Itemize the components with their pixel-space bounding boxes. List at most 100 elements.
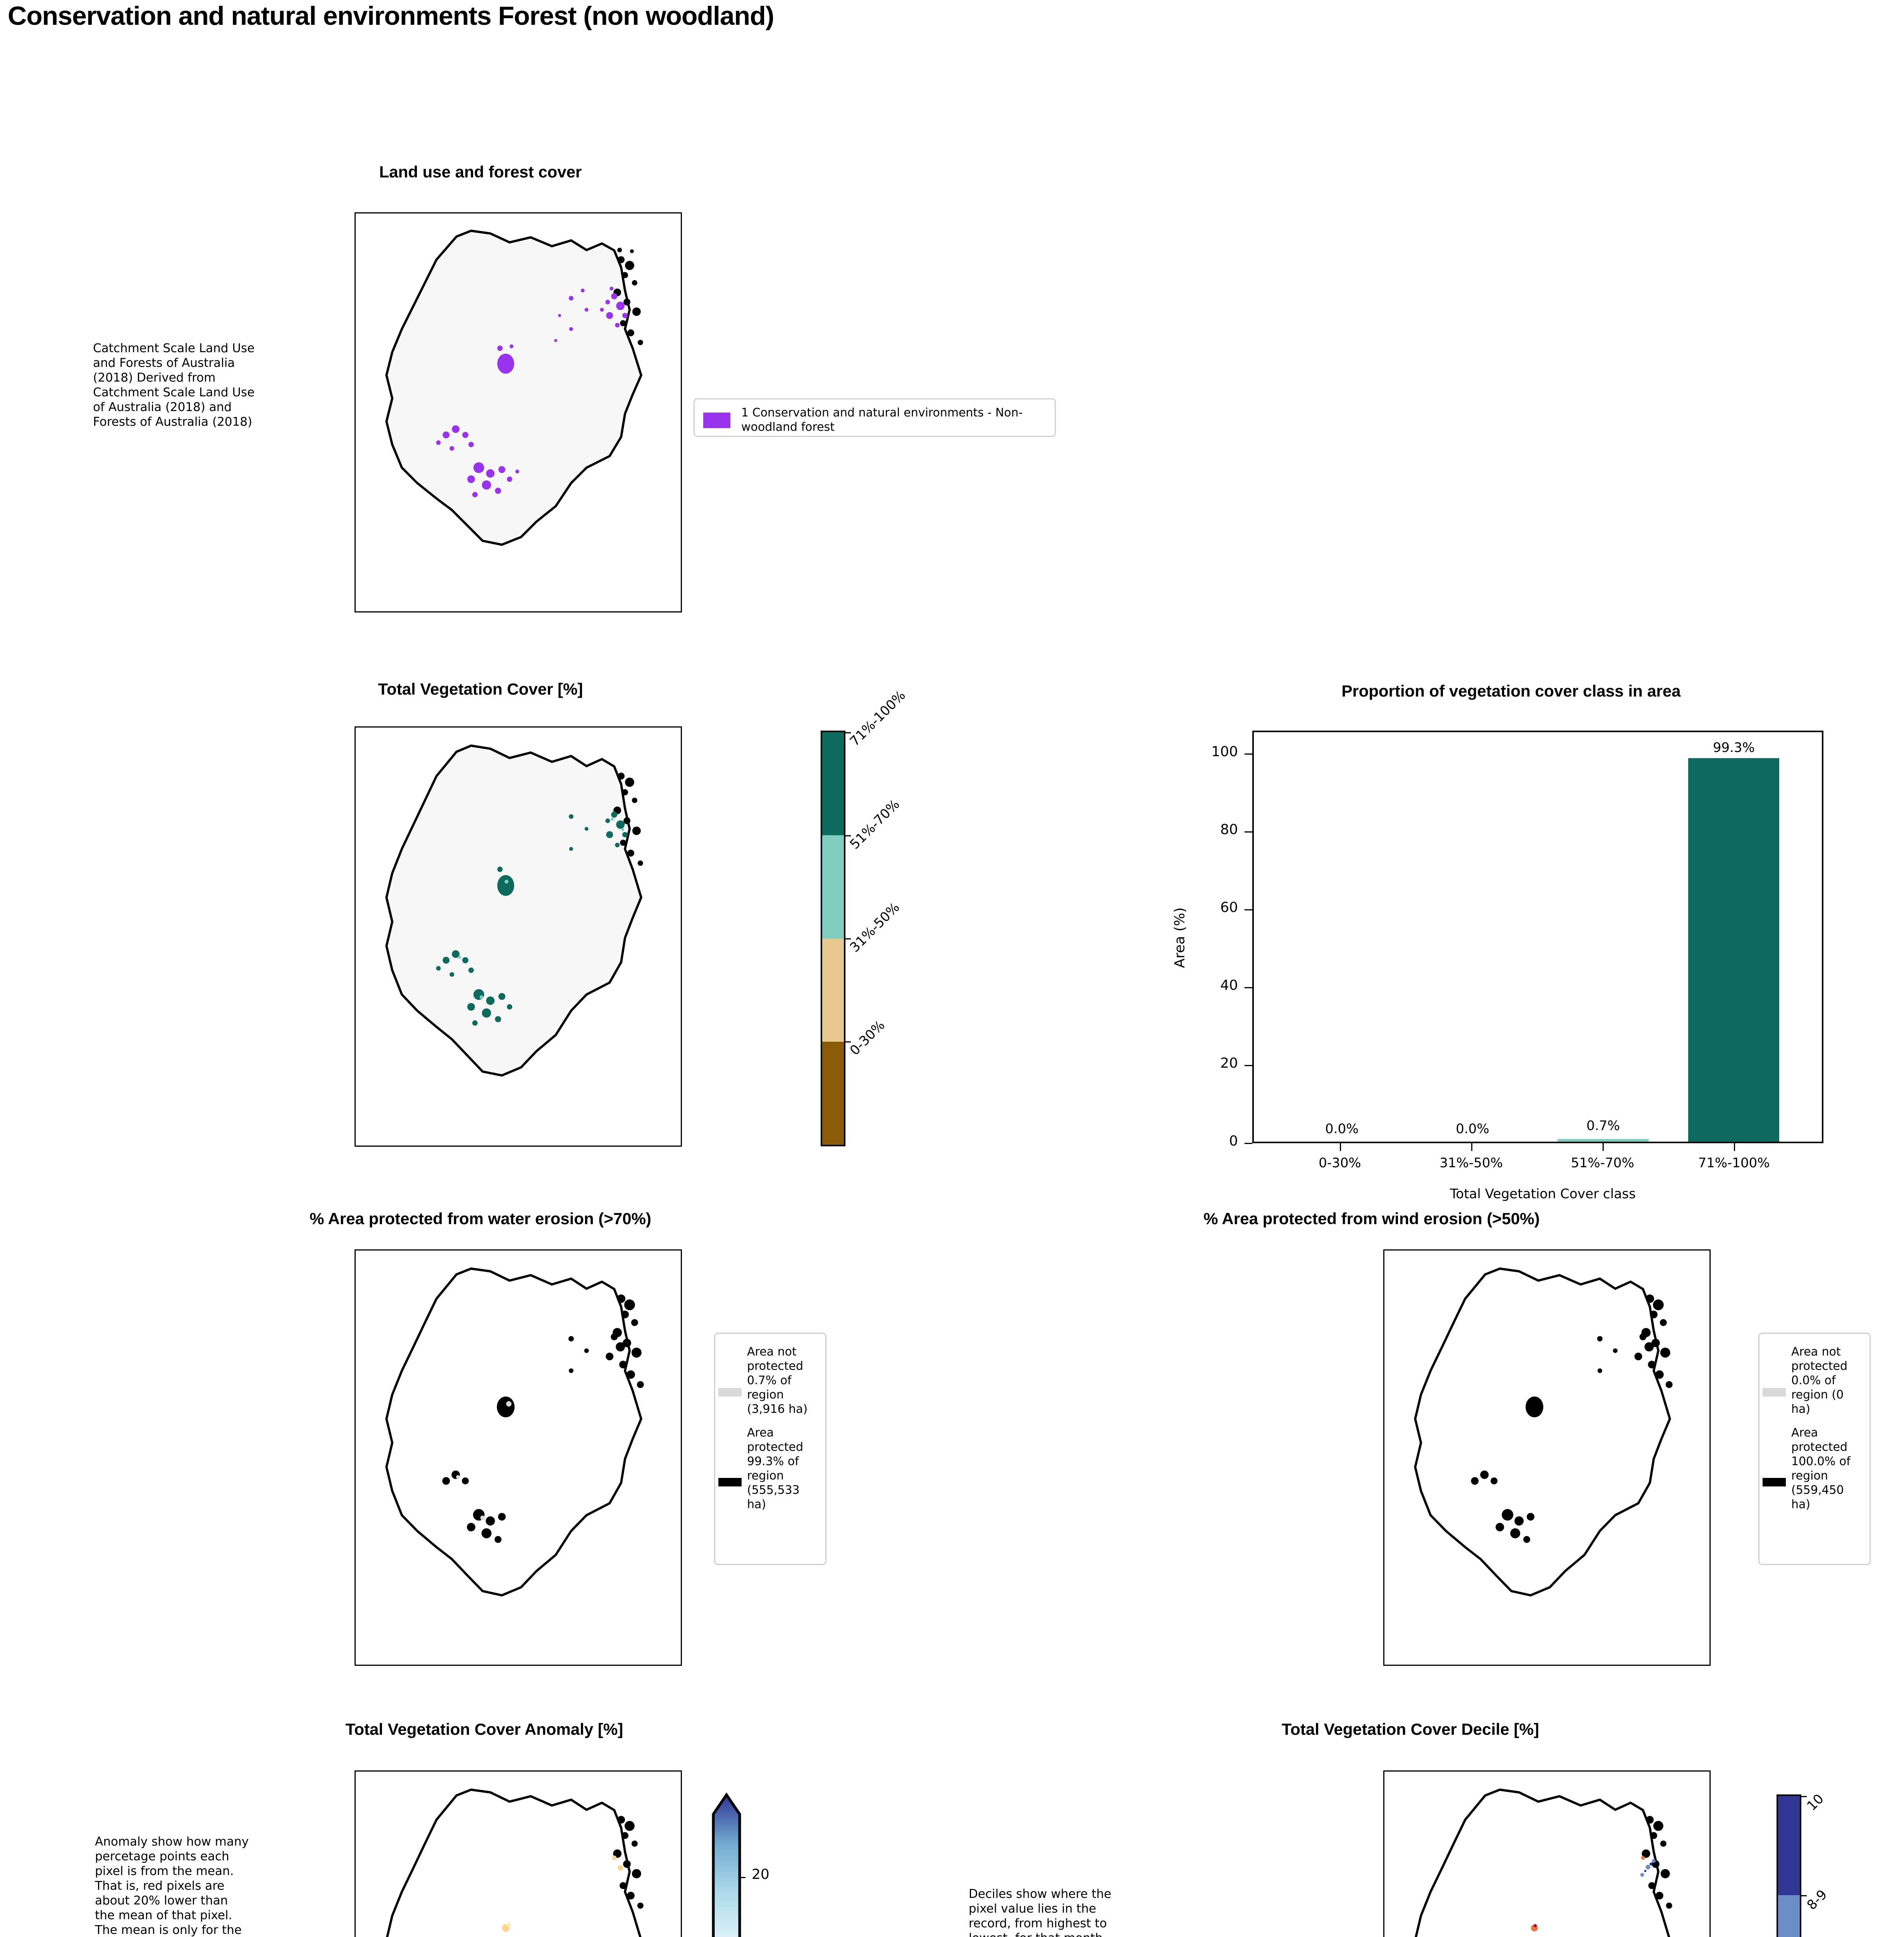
bar-chart-xtick-label-71-100: 71%-100% xyxy=(1698,1155,1770,1171)
land-use-panel-title: Land use and forest cover xyxy=(379,163,582,181)
legend-swatch-area-not-protected xyxy=(718,1388,742,1397)
anomaly-note: Anomaly show how many percetage points e… xyxy=(95,1835,249,1937)
legend-label-area-not-protected: Area not protected 0.7% of region (3,916… xyxy=(747,1345,808,1416)
decile-panel-title: Total Vegetation Cover Decile [%] xyxy=(1281,1720,1539,1738)
cbar-tick xyxy=(844,1041,851,1042)
land-use-legend[interactable]: 1 Conservation and natural environments … xyxy=(694,398,1056,437)
cbar-seg-0-30 xyxy=(822,1041,844,1145)
bar-chart-xtick xyxy=(1471,1143,1472,1151)
bar-chart-ytick xyxy=(1245,909,1252,910)
land-use-map[interactable] xyxy=(355,212,682,612)
bar-51-70[interactable] xyxy=(1558,1139,1649,1142)
legend-label-area-protected: Area protected 99.3% of region (555,533 … xyxy=(747,1426,804,1511)
bar-chart-title: Proportion of vegetation cover class in … xyxy=(1341,682,1681,700)
legend-swatch-area-not-protected xyxy=(1763,1388,1786,1397)
cbar-label-51-70: 51%-70% xyxy=(847,796,903,853)
map-tick xyxy=(616,611,617,612)
bar-chart-ytick xyxy=(1245,987,1252,988)
veg-cover-map[interactable] xyxy=(355,726,682,1147)
decile-cbar-label-8-9: 8-9 xyxy=(1804,1887,1830,1913)
map-tick xyxy=(518,611,520,612)
veg-cover-panel-title: Total Vegetation Cover [%] xyxy=(378,680,583,698)
cbar-seg-decile-8-9 xyxy=(1778,1895,1800,1937)
cbar-seg-decile-10 xyxy=(1778,1796,1800,1895)
map-tick xyxy=(518,1665,520,1666)
land-use-region-svg xyxy=(385,229,643,546)
anomaly-cbar-tick xyxy=(739,1877,745,1878)
bar-label-31-50: 0.0% xyxy=(1456,1121,1489,1137)
cbar-tick xyxy=(844,732,851,733)
map-tick xyxy=(421,1146,422,1147)
bar-chart-xtick-label-31-50: 31%-50% xyxy=(1439,1155,1503,1171)
legend-swatch-area-protected xyxy=(718,1478,742,1486)
decile-note: Deciles show where the pixel value lies … xyxy=(969,1887,1112,1937)
cbar-seg-31-50 xyxy=(822,938,844,1042)
bar-chart-xtick xyxy=(1603,1143,1604,1151)
wind-erosion-legend[interactable]: Area not protected 0.0% of region (0 ha)… xyxy=(1758,1333,1871,1565)
bar-chart-ytick xyxy=(1245,753,1252,755)
cbar-label-0-30: 0-30% xyxy=(847,1017,888,1059)
map-tick xyxy=(1644,1665,1646,1666)
legend-label-area-not-protected: Area not protected 0.0% of region (0 ha) xyxy=(1791,1345,1848,1416)
bar-chart-yaxis-title: Area (%) xyxy=(1172,907,1188,968)
anomaly-cbar-label-20: 20 xyxy=(752,1866,770,1882)
wind-erosion-map[interactable] xyxy=(1383,1249,1711,1666)
veg-cover-region-svg xyxy=(385,744,643,1077)
legend-label-non-woodland-forest: 1 Conservation and natural environments … xyxy=(741,406,1023,434)
bar-chart-ytick-label-0: 0 xyxy=(1229,1133,1238,1149)
wind-erosion-region-svg xyxy=(1414,1267,1673,1597)
bar-chart-ytick xyxy=(1245,831,1252,833)
anomaly-region-svg xyxy=(386,1788,644,1937)
bar-label-0-30: 0.0% xyxy=(1325,1121,1359,1137)
decile-region-svg xyxy=(1415,1788,1672,1937)
cbar-label-71-100: 71%-100% xyxy=(847,688,909,750)
bar-chart-ytick xyxy=(1245,1065,1252,1066)
bar-chart-ytick xyxy=(1245,1143,1252,1144)
bar-chart-xtick-label-51-70: 51%-70% xyxy=(1571,1155,1634,1171)
legend-swatch-area-protected xyxy=(1763,1478,1786,1486)
decile-cbar-tick xyxy=(1800,1796,1807,1797)
cbar-seg-51-70 xyxy=(822,835,844,939)
anomaly-panel-title: Total Vegetation Cover Anomaly [%] xyxy=(345,1720,623,1738)
map-tick xyxy=(616,1146,617,1147)
bar-chart-ytick-label-40: 40 xyxy=(1220,977,1238,993)
decile-cbar-label-10: 10 xyxy=(1804,1791,1827,1814)
cbar-tick xyxy=(844,938,851,939)
water-erosion-map[interactable] xyxy=(355,1249,682,1666)
wind-erosion-panel-title: % Area protected from wind erosion (>50%… xyxy=(1203,1209,1540,1228)
map-tick xyxy=(421,1665,422,1666)
water-erosion-panel-title: % Area protected from water erosion (>70… xyxy=(310,1209,651,1228)
bar-chart-xtick xyxy=(1734,1143,1735,1151)
legend-swatch-non-woodland-forest xyxy=(703,413,730,428)
bar-label-51-70: 0.7% xyxy=(1586,1118,1620,1134)
page-title: Conservation and natural environments Fo… xyxy=(8,1,774,31)
bar-chart-ytick-label-80: 80 xyxy=(1220,822,1238,838)
bar-chart-ytick-label-20: 20 xyxy=(1220,1055,1238,1071)
decile-cbar-tick xyxy=(1800,1895,1807,1896)
map-tick xyxy=(421,611,422,612)
bar-chart-plot-area[interactable]: 0.0% 0.0% 0.7% 99.3% xyxy=(1252,731,1823,1143)
map-tick xyxy=(616,1665,617,1666)
decile-map[interactable] xyxy=(1383,1770,1711,1937)
decile-colorbar xyxy=(1777,1794,1801,1937)
map-tick xyxy=(1450,1665,1451,1666)
bar-label-71-100: 99.3% xyxy=(1713,740,1755,756)
map-tick xyxy=(518,1146,520,1147)
water-erosion-legend[interactable]: Area not protected 0.7% of region (3,916… xyxy=(714,1333,826,1565)
cbar-label-31-50: 31%-50% xyxy=(847,900,903,956)
bar-chart-xaxis-title: Total Vegetation Cover class xyxy=(1450,1186,1636,1202)
cbar-seg-71-100 xyxy=(822,732,844,836)
anomaly-colorbar xyxy=(712,1792,741,1937)
legend-label-area-protected: Area protected 100.0% of region (559,450… xyxy=(1791,1426,1851,1511)
land-use-source-note: Catchment Scale Land Use and Forests of … xyxy=(93,341,255,429)
bar-chart-xtick xyxy=(1340,1143,1341,1151)
cbar-tick xyxy=(844,835,851,836)
anomaly-map[interactable] xyxy=(355,1770,682,1937)
map-tick xyxy=(1547,1665,1548,1666)
bar-chart-ytick-label-100: 100 xyxy=(1211,744,1238,760)
bar-chart-xtick-label-0-30: 0-30% xyxy=(1319,1155,1361,1171)
bar-71-100[interactable] xyxy=(1688,758,1780,1142)
veg-cover-colorbar xyxy=(821,731,845,1146)
water-erosion-region-svg xyxy=(385,1267,644,1597)
bar-chart-ytick-label-60: 60 xyxy=(1220,900,1238,915)
